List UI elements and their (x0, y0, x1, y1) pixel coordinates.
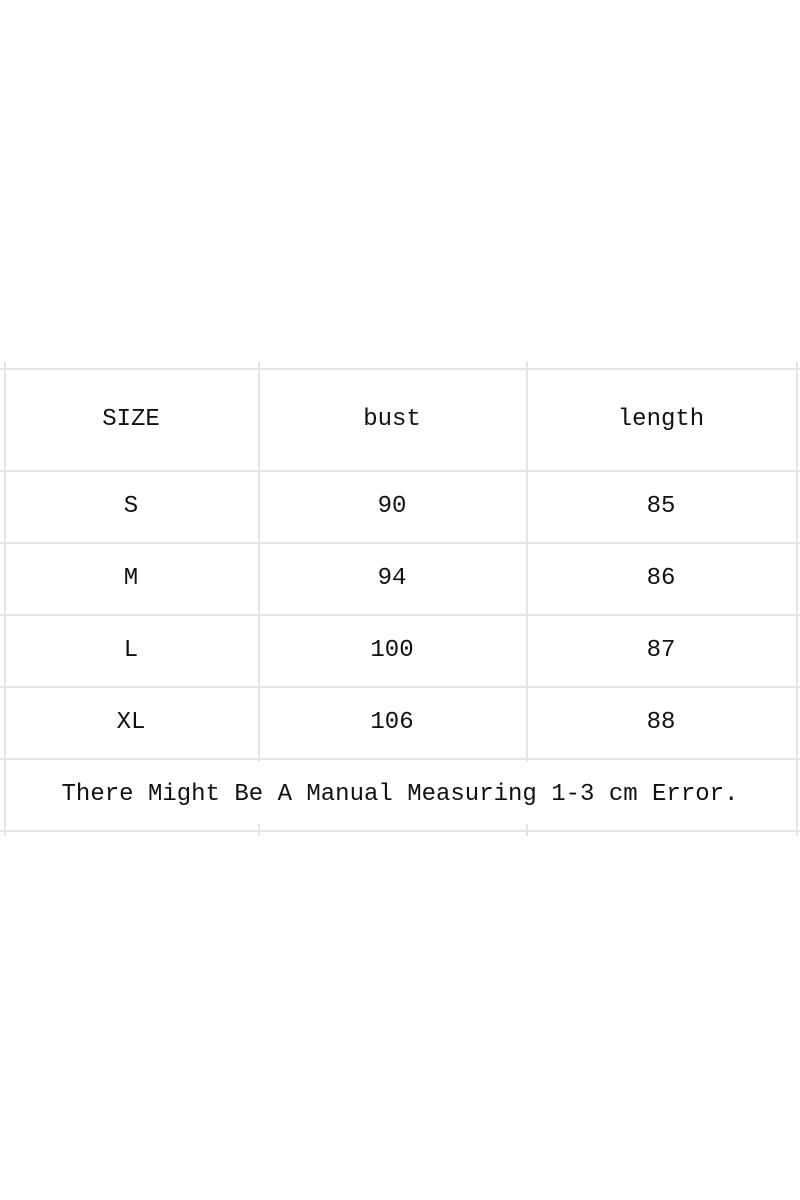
table-cell: 87 (646, 636, 676, 664)
table-cell: L (123, 636, 139, 664)
table-cell: 94 (377, 564, 407, 592)
table-cell: 90 (377, 492, 407, 520)
column-header: SIZE (102, 405, 160, 433)
grid-line-horizontal (0, 830, 800, 832)
table-cell: 85 (646, 492, 676, 520)
grid-line-vertical (258, 362, 260, 836)
grid-line-horizontal (0, 368, 800, 370)
grid-line-horizontal (0, 614, 800, 616)
table-cell: 88 (646, 708, 676, 736)
table-cell: M (123, 564, 139, 592)
table-cell: 100 (370, 636, 414, 664)
note-row-background (6, 762, 796, 824)
table-cell: 106 (370, 708, 414, 736)
grid-line-vertical (796, 362, 798, 836)
measurement-note: There Might Be A Manual Measuring 1-3 cm… (61, 780, 739, 808)
column-header: length (617, 405, 705, 433)
table-cell: 86 (646, 564, 676, 592)
table-cell: S (123, 492, 139, 520)
grid-line-vertical (4, 362, 6, 836)
grid-line-horizontal (0, 758, 800, 760)
grid-line-horizontal (0, 686, 800, 688)
grid-line-horizontal (0, 542, 800, 544)
column-header: bust (363, 405, 421, 433)
table-cell: XL (116, 708, 146, 736)
grid-line-horizontal (0, 470, 800, 472)
grid-line-vertical (526, 362, 528, 836)
